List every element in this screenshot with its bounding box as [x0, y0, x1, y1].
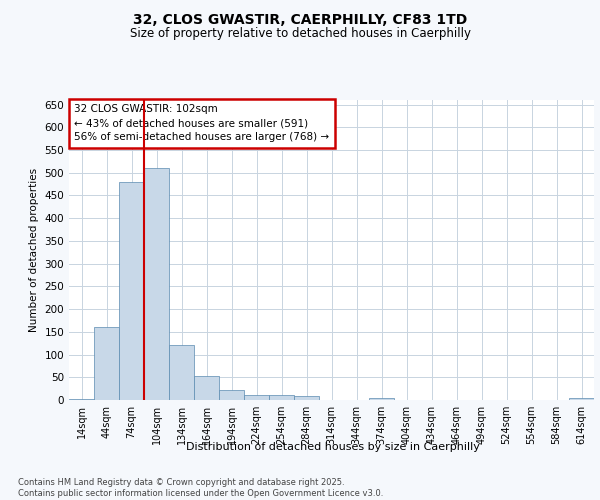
- Text: 32 CLOS GWASTIR: 102sqm
← 43% of detached houses are smaller (591)
56% of semi-d: 32 CLOS GWASTIR: 102sqm ← 43% of detache…: [74, 104, 329, 142]
- Bar: [219, 390, 244, 400]
- Bar: [294, 396, 319, 400]
- Bar: [144, 168, 169, 400]
- Bar: [119, 182, 144, 400]
- Bar: [369, 398, 394, 400]
- Bar: [194, 376, 219, 400]
- Text: Size of property relative to detached houses in Caerphilly: Size of property relative to detached ho…: [130, 28, 470, 40]
- Text: Contains HM Land Registry data © Crown copyright and database right 2025.
Contai: Contains HM Land Registry data © Crown c…: [18, 478, 383, 498]
- Bar: [269, 395, 294, 400]
- Text: 32, CLOS GWASTIR, CAERPHILLY, CF83 1TD: 32, CLOS GWASTIR, CAERPHILLY, CF83 1TD: [133, 12, 467, 26]
- Text: Distribution of detached houses by size in Caerphilly: Distribution of detached houses by size …: [186, 442, 480, 452]
- Bar: [69, 398, 94, 400]
- Bar: [169, 346, 194, 400]
- Bar: [244, 394, 269, 400]
- Bar: [94, 328, 119, 400]
- Y-axis label: Number of detached properties: Number of detached properties: [29, 168, 39, 332]
- Bar: [569, 398, 594, 400]
